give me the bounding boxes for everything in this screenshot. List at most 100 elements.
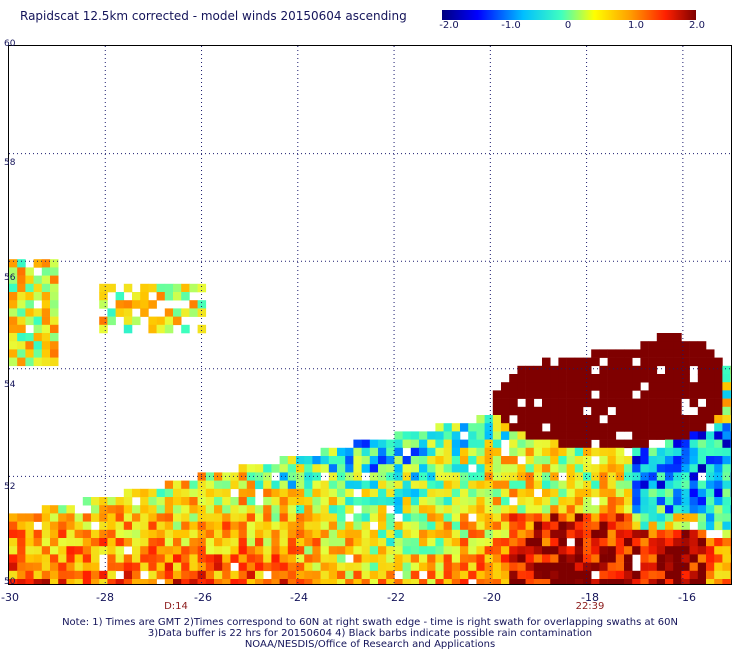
grid-cell [173, 505, 182, 514]
grid-cell [369, 505, 379, 514]
grid-cell [665, 505, 674, 514]
grid-cell [197, 505, 207, 514]
grid-cell [624, 562, 633, 572]
grid-cell [460, 513, 469, 522]
grid-cell [427, 447, 436, 457]
grid-cell [599, 447, 608, 457]
grid-cell [91, 529, 100, 539]
grid-cell [615, 554, 625, 563]
grid-cell [33, 529, 43, 539]
grid-cell [460, 570, 469, 580]
grid-cell [74, 513, 84, 522]
grid-cell [607, 415, 617, 424]
grid-cell [722, 513, 731, 522]
grid-cell [501, 464, 510, 473]
grid-cell [238, 472, 248, 481]
grid-cell [435, 423, 444, 432]
grid-cell [624, 546, 633, 555]
grid-cell [402, 431, 412, 440]
grid-cell [50, 538, 59, 547]
grid-cell [312, 472, 321, 481]
grid-cell [656, 406, 666, 416]
grid-cell [230, 480, 239, 490]
grid-cell [492, 464, 502, 473]
grid-cell [9, 570, 18, 580]
grid-cell [615, 456, 625, 465]
grid-cell [189, 300, 198, 309]
grid-cell [156, 521, 166, 531]
grid-cell [550, 570, 559, 580]
grid-cell [665, 439, 674, 449]
grid-cell [566, 480, 576, 490]
grid-cell [287, 488, 297, 498]
grid-cell [468, 562, 477, 572]
grid-cell [296, 562, 305, 572]
grid-cell [673, 357, 682, 367]
grid-cell [484, 423, 494, 432]
grid-cell [550, 505, 559, 514]
grid-cell [550, 439, 559, 449]
grid-cell [574, 554, 584, 563]
grid-cell [697, 456, 707, 465]
grid-cell [558, 513, 567, 522]
lat-label: 58 [4, 158, 16, 168]
grid-cell [689, 456, 699, 465]
grid-cell [697, 538, 707, 547]
grid-cell [419, 562, 428, 572]
grid-cell [99, 505, 108, 514]
grid-cell [697, 521, 707, 531]
grid-cell [714, 464, 723, 473]
grid-cell [673, 349, 682, 358]
grid-cell [624, 521, 633, 531]
grid-cell [41, 521, 51, 531]
grid-cell [542, 570, 551, 580]
grid-cell [410, 562, 420, 572]
grid-cell [566, 431, 576, 440]
grid-cell [615, 472, 625, 481]
grid-cell [550, 546, 559, 555]
grid-cell [361, 464, 371, 473]
grid-cell [501, 423, 510, 432]
grid-cell [58, 570, 67, 580]
grid-cell [99, 316, 108, 326]
grid-cell [238, 488, 248, 498]
grid-cell [542, 505, 551, 514]
grid-cell [230, 497, 239, 506]
grid-cell [607, 382, 617, 391]
grid-cell [107, 529, 116, 539]
grid-cell [599, 423, 608, 432]
grid-cell [542, 431, 551, 440]
grid-cell [394, 546, 403, 555]
grid-cell [607, 554, 617, 563]
grid-cell [501, 505, 510, 514]
grid-cell [427, 505, 436, 514]
grid-cell [460, 439, 469, 449]
grid-cell [58, 529, 67, 539]
grid-cell [107, 546, 116, 555]
grid-cell [443, 447, 453, 457]
grid-cell [624, 365, 633, 375]
grid-cell [369, 554, 379, 563]
grid-cell [525, 456, 535, 465]
grid-cell [640, 464, 649, 473]
grid-cell [722, 546, 731, 555]
grid-cell [615, 415, 625, 424]
grid-cell [410, 472, 420, 481]
grid-cell [296, 546, 305, 555]
grid-cell [624, 505, 633, 514]
grid-cell [525, 406, 535, 416]
grid-cell [558, 570, 567, 580]
grid-cell [476, 521, 485, 531]
grid-cell [410, 447, 420, 457]
grid-cell [361, 538, 371, 547]
grid-cell [722, 505, 731, 514]
grid-cell [140, 505, 149, 514]
grid-cell [91, 538, 100, 547]
lat-label: 56 [4, 273, 16, 283]
grid-cell [558, 390, 567, 399]
grid-cell [50, 283, 59, 293]
grid-cell [156, 554, 166, 563]
grid-cell [681, 415, 690, 424]
grid-cell [107, 513, 116, 522]
grid-cell [706, 415, 715, 424]
